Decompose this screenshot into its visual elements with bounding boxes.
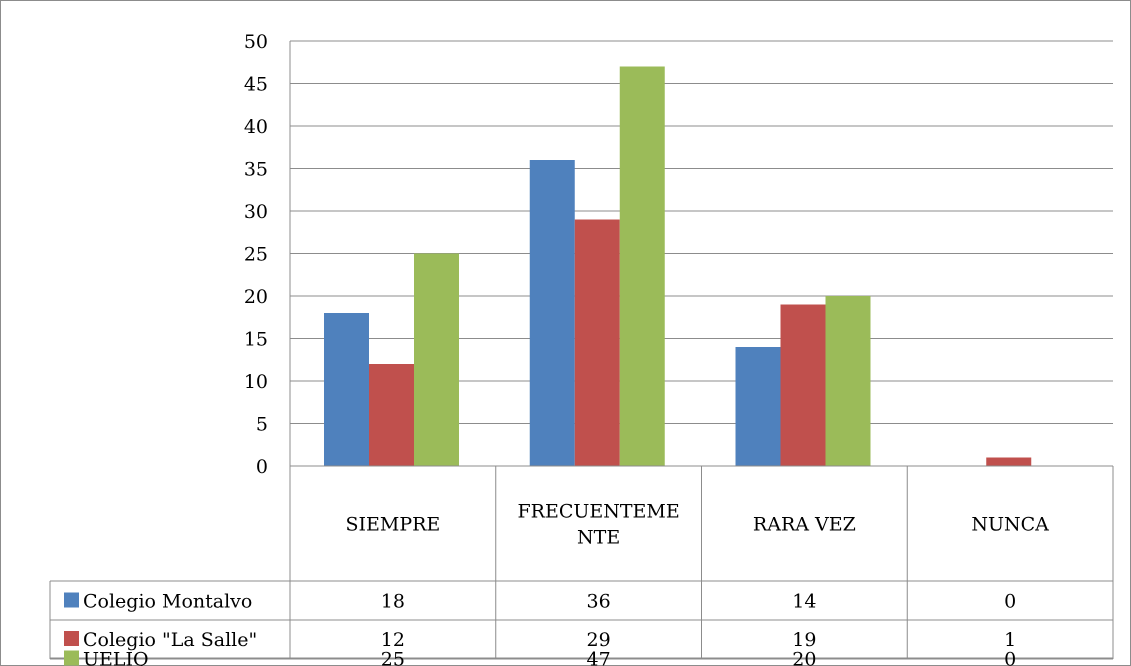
y-tick-label-15: 15 (244, 329, 268, 351)
y-tick-label-45: 45 (244, 74, 268, 96)
y-axis: 0 5 10 15 20 25 30 35 40 45 50 (244, 31, 291, 478)
table-value-2-3: 0 (1004, 649, 1016, 666)
legend-label-2: UELIQ (83, 649, 149, 666)
bar-0-2 (735, 347, 781, 466)
y-tick-label-40: 40 (244, 116, 268, 138)
y-tick-label-20: 20 (244, 286, 268, 308)
legend-swatch-2 (64, 650, 79, 666)
table-value-1-3: 1 (1004, 629, 1016, 651)
bar-0-0 (324, 313, 369, 466)
bar-0-1 (529, 160, 575, 466)
x-category-label-2: RARA VEZ (753, 514, 856, 536)
table-value-0-2: 14 (792, 591, 816, 613)
bar-2-1 (619, 66, 665, 466)
table-value-0-1: 36 (587, 591, 611, 613)
y-tick-label-30: 30 (244, 201, 268, 223)
bar-2-2 (825, 296, 871, 466)
y-tick-label-35: 35 (244, 159, 268, 181)
bar-2-0 (414, 253, 459, 466)
x-category-label-1-line-1: NTE (577, 527, 620, 549)
x-category-label-1-line-0: FRECUENTEME (517, 501, 679, 523)
bars (324, 66, 1032, 466)
legend-swatch-0 (64, 592, 79, 608)
legend-label-1: Colegio "La Salle" (83, 629, 257, 651)
y-tick-label-10: 10 (244, 371, 268, 393)
table-value-1-0: 12 (381, 629, 405, 651)
y-tick-label-0: 0 (256, 456, 268, 478)
bar-1-3 (986, 457, 1032, 466)
y-tick-label-50: 50 (244, 31, 268, 53)
table-value-0-0: 18 (381, 591, 405, 613)
table-value-2-0: 25 (381, 649, 405, 666)
table-value-2-1: 47 (587, 649, 611, 666)
data-table: SIEMPRE FRECUENTEME NTE RARA VEZ NUNCA Colegi… (49, 465, 1114, 666)
table-value-1-2: 19 (792, 629, 816, 651)
legend-label-0: Colegio Montalvo (83, 591, 252, 613)
legend-swatch-1 (64, 631, 79, 646)
x-category-label-0: SIEMPRE (345, 514, 440, 536)
bar-1-2 (780, 304, 826, 466)
table-value-1-1: 29 (587, 629, 611, 651)
y-tick-label-5: 5 (256, 414, 268, 436)
y-tick-label-25: 25 (244, 244, 268, 266)
table-value-2-2: 20 (792, 649, 816, 666)
table-value-0-3: 0 (1004, 591, 1016, 613)
bar-1-1 (574, 219, 620, 466)
x-category-label-3: NUNCA (971, 514, 1049, 536)
bar-1-0 (369, 364, 414, 466)
